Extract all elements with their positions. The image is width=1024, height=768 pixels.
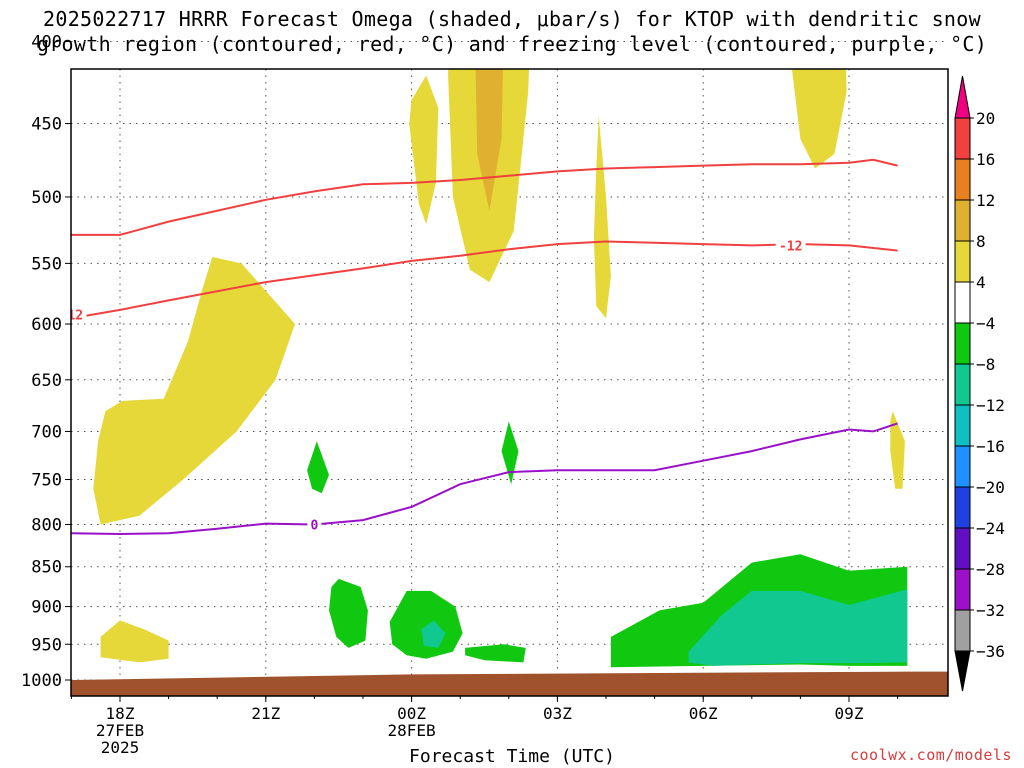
colorbar-label: 4 [976, 273, 986, 292]
y-tick-label: 750 [31, 471, 62, 491]
colorbar-segment [954, 363, 971, 406]
x-tick-label: 21Z [251, 704, 280, 723]
x-tick-label: 06Z [689, 704, 718, 723]
omega-region [307, 441, 329, 494]
colorbar-label: −36 [976, 642, 1005, 661]
x-tick-label: 00Z [397, 704, 426, 723]
omega-region [465, 644, 526, 663]
colorbar-label: −4 [976, 314, 995, 333]
contour-label: -12 [60, 309, 83, 324]
omega-region [475, 69, 503, 211]
colorbar-segment [954, 404, 971, 447]
x-axis-label: Forecast Time (UTC) [409, 746, 615, 767]
terrain-fill [71, 671, 948, 696]
grid-lines [71, 40, 948, 696]
contour-lines: -12 -12 0 [60, 158, 898, 536]
credit-text: coolwx.com/models [849, 746, 1012, 764]
colorbar-segment [954, 117, 971, 160]
y-tick-label: 700 [31, 422, 62, 442]
y-tick-label: 550 [31, 254, 62, 274]
colorbar-segment [954, 281, 971, 324]
contour-line [71, 422, 898, 536]
omega-region [389, 590, 463, 659]
y-tick-label: 400 [31, 32, 62, 52]
contour-label-bg [71, 306, 87, 322]
y-tick-label: 500 [31, 188, 62, 208]
x-tick-label: 09Z [835, 704, 864, 723]
y-tick-label: 650 [31, 371, 62, 391]
colorbar-segment [954, 199, 971, 242]
colorbar-label: 12 [976, 191, 995, 210]
colorbar-label: −32 [976, 601, 1005, 620]
x-tick-sublabel: 28FEB [388, 721, 436, 740]
terrain-layer [71, 671, 948, 696]
contour-line [71, 240, 898, 320]
colorbar-label: −12 [976, 396, 1005, 415]
x-tick-sublabel: 27FEB [96, 721, 144, 740]
colorbar-label: 16 [976, 150, 995, 169]
omega-region [100, 620, 169, 663]
x-tick-year: 2025 [101, 738, 140, 757]
omega-region [93, 257, 295, 525]
colorbar-top-arrow [954, 75, 971, 119]
omega-region [890, 411, 905, 489]
colorbar-segment [954, 609, 971, 652]
colorbar-label: −28 [976, 560, 1005, 579]
colorbar-label: −8 [976, 355, 995, 374]
contour-label-bg [307, 516, 322, 532]
contour-line [71, 158, 898, 236]
omega-region [409, 75, 439, 225]
colorbar-segment [954, 527, 971, 570]
colorbar-segment [954, 322, 971, 365]
y-axis-ticks: 2503003504004505005506006507007508008509… [21, 32, 71, 691]
plot-frame [70, 68, 949, 697]
chart-title-line2: growth region (contoured, red, °C) and f… [36, 32, 988, 56]
omega-region [501, 421, 519, 485]
y-tick-label: 800 [31, 516, 62, 536]
colorbar-label: −24 [976, 519, 1005, 538]
contour-label: 0 [310, 519, 318, 534]
omega-region [688, 589, 908, 666]
y-tick-label: 450 [31, 115, 62, 135]
colorbar-label: −16 [976, 437, 1005, 456]
omega-shading [93, 69, 908, 668]
contour-label: -12 [779, 239, 802, 254]
colorbar-segment [954, 240, 971, 283]
contour-label-bg [775, 237, 806, 253]
omega-region [791, 69, 847, 169]
y-tick-label: 850 [31, 558, 62, 578]
colorbar-segment [954, 445, 971, 488]
y-tick-label: 1000 [21, 671, 62, 691]
colorbar-label: −20 [976, 478, 1005, 497]
chart-title-line1: 2025022717 HRRR Forecast Omega (shaded, … [43, 7, 981, 31]
colorbar-segment [954, 568, 971, 611]
colorbar-label: 8 [976, 232, 986, 251]
colorbar-segment [954, 158, 971, 201]
colorbar-bottom-arrow [954, 650, 971, 692]
y-tick-label: 950 [31, 635, 62, 655]
y-tick-label: 900 [31, 598, 62, 618]
x-tick-label: 18Z [106, 704, 135, 723]
omega-region [421, 620, 446, 648]
color-bar: 20 16 12 8 4 −4 −8 −12 −16 −20 −24 −28 −32 −36 [954, 75, 1005, 692]
colorbar-segment [954, 486, 971, 529]
omega-region [329, 578, 368, 648]
x-tick-label: 03Z [543, 704, 572, 723]
y-tick-label: 600 [31, 315, 62, 335]
omega-region [593, 115, 611, 319]
colorbar-label: 20 [976, 109, 995, 128]
